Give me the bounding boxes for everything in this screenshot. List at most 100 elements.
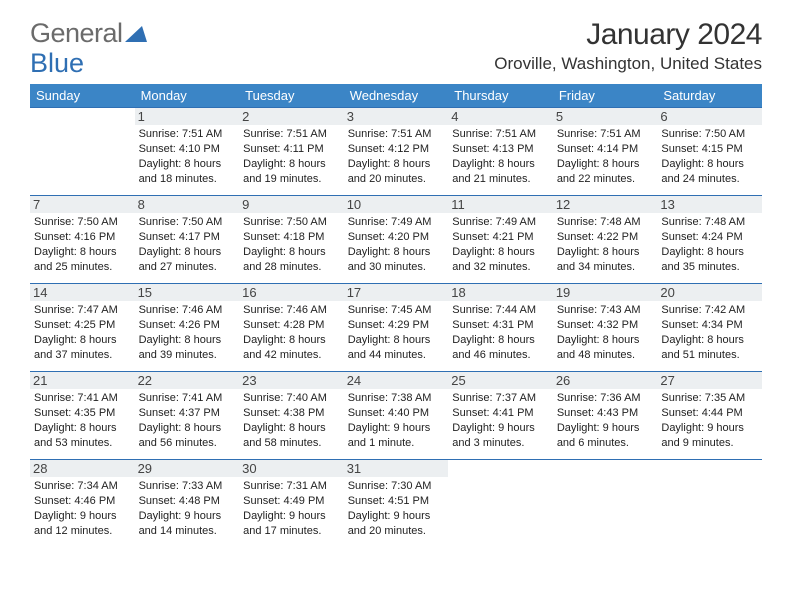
calendar-day-cell: 24Sunrise: 7:38 AMSunset: 4:40 PMDayligh… <box>344 372 449 460</box>
day-sun-info: Sunrise: 7:51 AMSunset: 4:12 PMDaylight:… <box>348 127 445 186</box>
daylight-text: Daylight: 8 hours and 35 minutes. <box>661 245 758 275</box>
sunset-text: Sunset: 4:49 PM <box>243 494 340 509</box>
day-number: 25 <box>448 372 553 389</box>
sunrise-text: Sunrise: 7:50 AM <box>243 215 340 230</box>
sunrise-text: Sunrise: 7:38 AM <box>348 391 445 406</box>
daylight-text: Daylight: 8 hours and 21 minutes. <box>452 157 549 187</box>
weekday-header: Thursday <box>448 84 553 108</box>
calendar-day-cell: 31 Sunrise: 7:30 AMSunset: 4:51 PMDayligh… <box>344 460 449 548</box>
day-number: 9 <box>239 196 344 213</box>
daylight-text: Daylight: 8 hours and 42 minutes. <box>243 333 340 363</box>
day-number: 17 <box>344 284 449 301</box>
logo-text-general: General <box>30 18 123 49</box>
day-sun-info: Sunrise: 7:48 AMSunset: 4:22 PMDaylight:… <box>557 215 654 274</box>
daylight-text: Daylight: 8 hours and 32 minutes. <box>452 245 549 275</box>
day-sun-info: Sunrise: 7:51 AMSunset: 4:11 PMDaylight:… <box>243 127 340 186</box>
sunset-text: Sunset: 4:40 PM <box>348 406 445 421</box>
header: General January 2024 Oroville, Washingto… <box>0 0 792 74</box>
daylight-text: Daylight: 8 hours and 44 minutes. <box>348 333 445 363</box>
sunset-text: Sunset: 4:20 PM <box>348 230 445 245</box>
day-sun-info: Sunrise: 7:38 AMSunset: 4:40 PMDaylight:… <box>348 391 445 450</box>
sunrise-text: Sunrise: 7:35 AM <box>661 391 758 406</box>
sunrise-text: Sunrise: 7:50 AM <box>139 215 236 230</box>
sunrise-text: Sunrise: 7:44 AM <box>452 303 549 318</box>
sunrise-text: Sunrise: 7:51 AM <box>243 127 340 142</box>
day-sun-info: Sunrise: 7:37 AMSunset: 4:41 PMDaylight:… <box>452 391 549 450</box>
calendar: SundayMondayTuesdayWednesdayThursdayFrid… <box>30 84 762 548</box>
day-sun-info: Sunrise: 7:46 AMSunset: 4:26 PMDaylight:… <box>139 303 236 362</box>
sunrise-text: Sunrise: 7:33 AM <box>139 479 236 494</box>
sunrise-text: Sunrise: 7:51 AM <box>557 127 654 142</box>
day-number: 30 <box>239 460 344 477</box>
calendar-day-cell: 18Sunrise: 7:44 AMSunset: 4:31 PMDayligh… <box>448 284 553 372</box>
day-sun-info: Sunrise: 7:30 AMSunset: 4:51 PMDaylight:… <box>348 479 445 538</box>
calendar-week-row: 28Sunrise: 7:34 AMSunset: 4:46 PMDayligh… <box>30 460 762 548</box>
daylight-text: Daylight: 8 hours and 48 minutes. <box>557 333 654 363</box>
day-sun-info: Sunrise: 7:42 AMSunset: 4:34 PMDaylight:… <box>661 303 758 362</box>
day-sun-info: Sunrise: 7:40 AMSunset: 4:38 PMDaylight:… <box>243 391 340 450</box>
daylight-text: Daylight: 8 hours and 46 minutes. <box>452 333 549 363</box>
day-number: 2 <box>239 108 344 125</box>
day-sun-info: Sunrise: 7:51 AMSunset: 4:14 PMDaylight:… <box>557 127 654 186</box>
sunrise-text: Sunrise: 7:51 AM <box>452 127 549 142</box>
day-number: 14 <box>30 284 135 301</box>
sunrise-text: Sunrise: 7:46 AM <box>243 303 340 318</box>
day-sun-info: Sunrise: 7:51 AMSunset: 4:13 PMDaylight:… <box>452 127 549 186</box>
daylight-text: Daylight: 9 hours and 20 minutes. <box>348 509 445 539</box>
day-number: 22 <box>135 372 240 389</box>
sunset-text: Sunset: 4:11 PM <box>243 142 340 157</box>
sunset-text: Sunset: 4:34 PM <box>661 318 758 333</box>
day-sun-info: Sunrise: 7:47 AMSunset: 4:25 PMDaylight:… <box>34 303 131 362</box>
sunrise-text: Sunrise: 7:48 AM <box>661 215 758 230</box>
day-number: 4 <box>448 108 553 125</box>
calendar-week-row: 7Sunrise: 7:50 AMSunset: 4:16 PMDaylight… <box>30 196 762 284</box>
sunrise-text: Sunrise: 7:41 AM <box>34 391 131 406</box>
daylight-text: Daylight: 9 hours and 12 minutes. <box>34 509 131 539</box>
day-sun-info: Sunrise: 7:50 AMSunset: 4:17 PMDaylight:… <box>139 215 236 274</box>
sunset-text: Sunset: 4:16 PM <box>34 230 131 245</box>
calendar-day-cell: 23Sunrise: 7:40 AMSunset: 4:38 PMDayligh… <box>239 372 344 460</box>
sunrise-text: Sunrise: 7:48 AM <box>557 215 654 230</box>
daylight-text: Daylight: 8 hours and 22 minutes. <box>557 157 654 187</box>
day-sun-info: Sunrise: 7:41 AMSunset: 4:37 PMDaylight:… <box>139 391 236 450</box>
weekday-header: Wednesday <box>344 84 449 108</box>
calendar-day-cell: 4 Sunrise: 7:51 AMSunset: 4:13 PMDaylight… <box>448 108 553 196</box>
sunset-text: Sunset: 4:46 PM <box>34 494 131 509</box>
day-number: 8 <box>135 196 240 213</box>
sunrise-text: Sunrise: 7:37 AM <box>452 391 549 406</box>
day-sun-info: Sunrise: 7:50 AMSunset: 4:16 PMDaylight:… <box>34 215 131 274</box>
weekday-header: Friday <box>553 84 658 108</box>
sunset-text: Sunset: 4:43 PM <box>557 406 654 421</box>
location: Oroville, Washington, United States <box>494 54 762 74</box>
calendar-day-cell <box>448 460 553 548</box>
daylight-text: Daylight: 8 hours and 30 minutes. <box>348 245 445 275</box>
sunset-text: Sunset: 4:41 PM <box>452 406 549 421</box>
daylight-text: Daylight: 8 hours and 53 minutes. <box>34 421 131 451</box>
sunset-text: Sunset: 4:51 PM <box>348 494 445 509</box>
sunrise-text: Sunrise: 7:51 AM <box>139 127 236 142</box>
sunset-text: Sunset: 4:22 PM <box>557 230 654 245</box>
day-sun-info: Sunrise: 7:48 AMSunset: 4:24 PMDaylight:… <box>661 215 758 274</box>
logo: General <box>30 18 148 49</box>
day-number: 18 <box>448 284 553 301</box>
sunrise-text: Sunrise: 7:40 AM <box>243 391 340 406</box>
calendar-day-cell: 2 Sunrise: 7:51 AMSunset: 4:11 PMDaylight… <box>239 108 344 196</box>
weekday-header: Saturday <box>657 84 762 108</box>
sunset-text: Sunset: 4:14 PM <box>557 142 654 157</box>
calendar-day-cell: 27Sunrise: 7:35 AMSunset: 4:44 PMDayligh… <box>657 372 762 460</box>
calendar-day-cell: 22 Sunrise: 7:41 AMSunset: 4:37 PMDayligh… <box>135 372 240 460</box>
day-sun-info: Sunrise: 7:45 AMSunset: 4:29 PMDaylight:… <box>348 303 445 362</box>
daylight-text: Daylight: 8 hours and 58 minutes. <box>243 421 340 451</box>
weekday-header: Tuesday <box>239 84 344 108</box>
sunset-text: Sunset: 4:15 PM <box>661 142 758 157</box>
day-sun-info: Sunrise: 7:31 AMSunset: 4:49 PMDaylight:… <box>243 479 340 538</box>
day-number: 5 <box>553 108 658 125</box>
day-number: 20 <box>657 284 762 301</box>
calendar-day-cell: 1Sunrise: 7:51 AMSunset: 4:10 PMDaylight… <box>135 108 240 196</box>
daylight-text: Daylight: 8 hours and 37 minutes. <box>34 333 131 363</box>
day-sun-info: Sunrise: 7:41 AMSunset: 4:35 PMDaylight:… <box>34 391 131 450</box>
day-number: 31 <box>344 460 449 477</box>
sunrise-text: Sunrise: 7:49 AM <box>452 215 549 230</box>
daylight-text: Daylight: 9 hours and 14 minutes. <box>139 509 236 539</box>
day-sun-info: Sunrise: 7:46 AMSunset: 4:28 PMDaylight:… <box>243 303 340 362</box>
